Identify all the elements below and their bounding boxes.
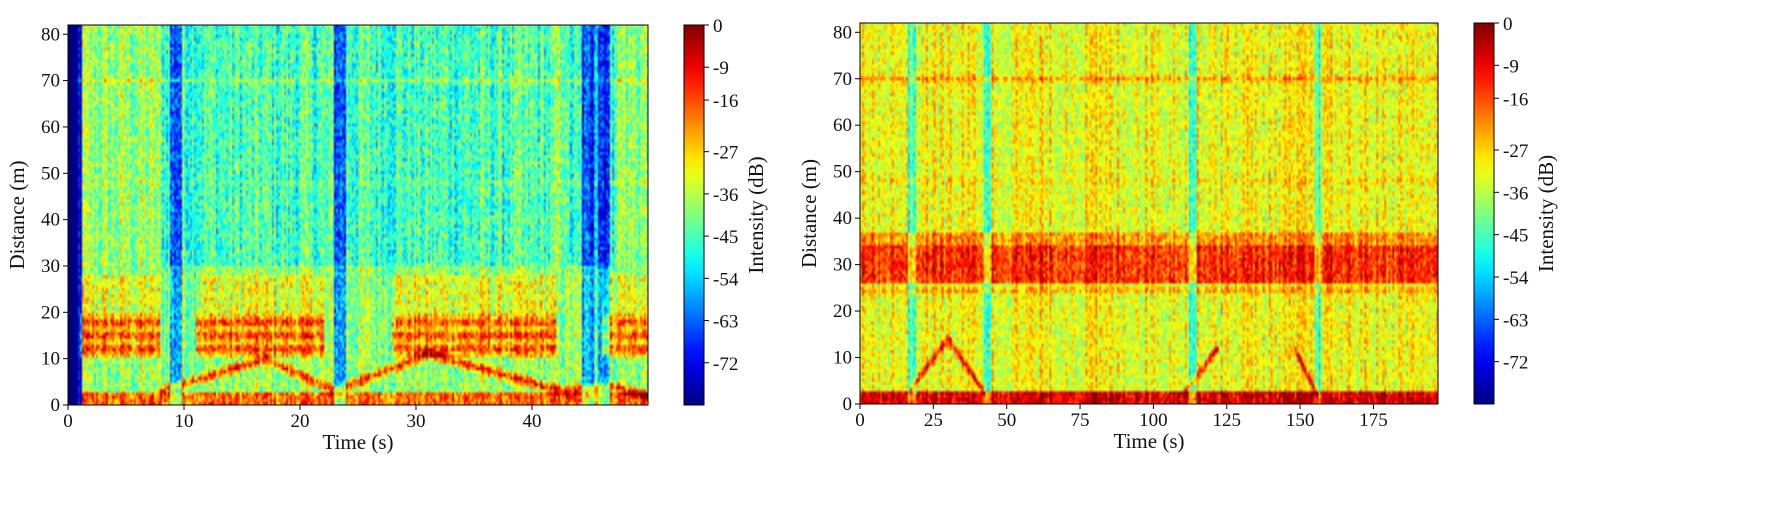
y-tick-label: 70 [833, 69, 852, 90]
y-tick-label: 0 [51, 395, 61, 416]
x-tick-label: 100 [1139, 410, 1168, 431]
x-tick-label: 50 [997, 410, 1016, 431]
colorbar [1473, 22, 1495, 405]
colorbar-tick-label: -16 [1503, 89, 1528, 110]
plot-frame [67, 24, 649, 406]
colorbar-tick-label: -45 [713, 227, 738, 248]
x-axis-label: Time (s) [323, 430, 394, 454]
colorbar-tick-label: -45 [1503, 226, 1528, 247]
colorbar-tick-label: 0 [713, 16, 723, 37]
colorbar-tick-label: -72 [1503, 353, 1528, 374]
colorbar-tick-label: -54 [1503, 268, 1529, 289]
x-tick-label: 0 [63, 411, 73, 432]
colorbar-tick-label: 0 [1503, 14, 1513, 35]
colorbar-tick-label: -27 [713, 143, 738, 164]
y-tick-label: 30 [833, 255, 852, 276]
y-tick-label: 20 [41, 302, 60, 323]
y-tick-label: 10 [41, 349, 60, 370]
x-tick-label: 0 [855, 410, 865, 431]
colorbar-label: Intensity (dB) [1534, 155, 1558, 272]
y-tick-label: 80 [833, 22, 852, 43]
y-tick-label: 60 [833, 115, 852, 136]
y-tick-label: 10 [833, 348, 852, 369]
x-tick-label: 20 [291, 411, 310, 432]
y-tick-label: 80 [41, 24, 60, 45]
colorbar-label: Intensity (dB) [744, 156, 768, 273]
y-tick-label: 50 [833, 162, 852, 183]
x-tick-label: 25 [924, 410, 943, 431]
x-tick-label: 30 [407, 411, 426, 432]
plot-frame [859, 22, 1439, 405]
colorbar-tick-label: -54 [713, 269, 739, 290]
colorbar-tick-label: -63 [713, 312, 738, 333]
spectrogram-panel-1: 0 10 20 30 40 0 10 20 30 40 50 60 70 80 Time (s) Distan… [5, 16, 768, 454]
x-tick-label: 125 [1213, 410, 1242, 431]
y-tick-label: 60 [41, 117, 60, 138]
colorbar-tick-label: -72 [713, 354, 738, 375]
y-tick-label: 50 [41, 163, 60, 184]
heatmap-image [68, 25, 648, 405]
x-tick-label: 10 [175, 411, 194, 432]
y-axis-label: Distance (m) [5, 160, 29, 269]
x-tick-label: 40 [523, 411, 542, 432]
y-tick-label: 0 [843, 394, 853, 415]
heatmap-image [860, 23, 1438, 404]
y-axis-label: Distance (m) [797, 159, 821, 268]
x-tick-label: 175 [1359, 410, 1388, 431]
y-tick-label: 20 [833, 301, 852, 322]
colorbar-tick-label: -9 [713, 58, 729, 79]
colorbar-tick-label: -36 [1503, 183, 1528, 204]
colorbar-tick-label: -36 [713, 185, 738, 206]
colorbar-tick-label: -27 [1503, 141, 1528, 162]
x-tick-label: 150 [1286, 410, 1315, 431]
colorbar-tick-label: -16 [713, 91, 738, 112]
spectrogram-panel-2: 0 25 50 75 100 125 150 175 0 10 20 30 40 50 60 70 80 Time… [797, 14, 1558, 453]
y-tick-label: 40 [833, 208, 852, 229]
y-tick-label: 70 [41, 71, 60, 92]
x-axis-label: Time (s) [1114, 429, 1185, 453]
colorbar [683, 24, 705, 406]
colorbar-tick-label: -9 [1503, 56, 1519, 77]
y-tick-label: 40 [41, 210, 60, 231]
x-tick-label: 75 [1071, 410, 1090, 431]
y-tick-label: 30 [41, 256, 60, 277]
colorbar-tick-label: -63 [1503, 310, 1528, 331]
